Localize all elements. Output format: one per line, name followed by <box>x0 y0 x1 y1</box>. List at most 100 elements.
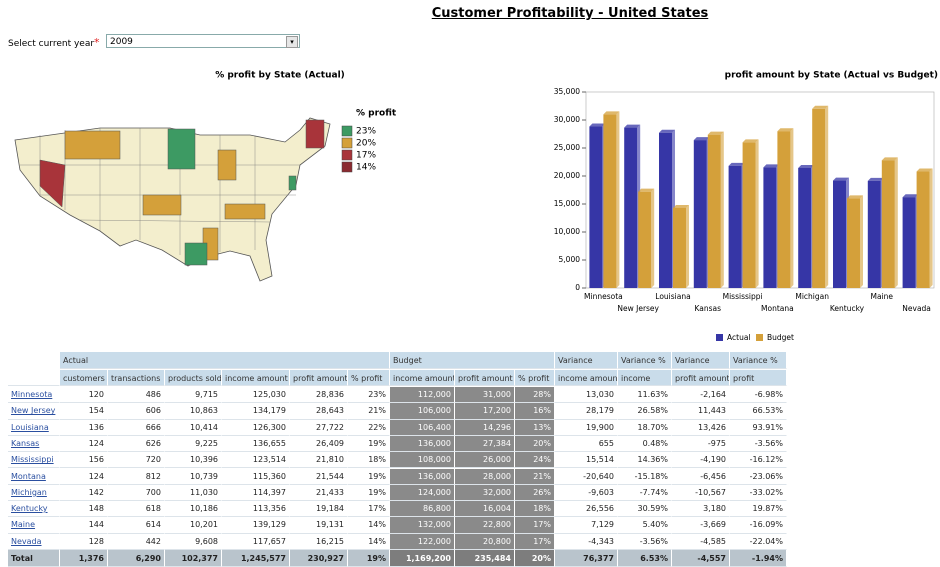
total-cell: 19% <box>348 550 390 567</box>
bar <box>624 127 638 288</box>
table-cell: 626 <box>108 435 165 453</box>
table-cell: 115,360 <box>222 468 290 485</box>
column-header: transactions <box>108 369 165 386</box>
bar-top <box>589 123 606 127</box>
group-header: Variance <box>672 352 730 369</box>
table-cell: 11,443 <box>672 403 730 420</box>
table-cell: -975 <box>672 435 730 453</box>
table-cell: 11,030 <box>165 484 222 502</box>
state-link[interactable]: New Jersey <box>8 403 60 420</box>
table-cell: 139,129 <box>222 517 290 534</box>
table-cell: 112,000 <box>390 387 455 404</box>
state-kentucky <box>224 203 266 220</box>
table-cell: 10,739 <box>165 468 222 485</box>
bar <box>638 191 652 288</box>
table-cell: 113,356 <box>222 501 290 518</box>
bar <box>589 126 603 288</box>
x-tick-label: Kentucky <box>830 304 865 313</box>
bar-side <box>790 128 794 288</box>
corner-cell <box>8 352 60 386</box>
table-cell: -3.56% <box>618 533 672 550</box>
state-michigan <box>217 149 237 181</box>
bar-side <box>825 105 829 288</box>
state-link[interactable]: Maine <box>8 517 60 534</box>
state-link[interactable]: Montana <box>8 468 60 485</box>
table-cell: -16.09% <box>730 517 787 534</box>
table-cell: 14.36% <box>618 452 672 469</box>
map-legend-swatch <box>341 161 353 173</box>
table-cell: 106,000 <box>390 403 455 420</box>
map-legend-label: 20% <box>356 139 376 149</box>
table-cell: 14% <box>348 533 390 550</box>
table-cell: 28,643 <box>290 403 348 420</box>
table-cell: -9,603 <box>555 484 618 502</box>
map-legend-label: 14% <box>356 163 376 173</box>
table-cell: -4,585 <box>672 533 730 550</box>
table-cell: 10,186 <box>165 501 222 518</box>
bar-top <box>673 204 689 208</box>
bar-side <box>651 188 655 288</box>
state-link[interactable]: Kansas <box>8 435 60 453</box>
bar-top <box>798 164 815 168</box>
state-link[interactable]: Mississippi <box>8 452 60 469</box>
table-cell: -2,164 <box>672 387 730 404</box>
table-cell: 17% <box>348 501 390 518</box>
table-cell: 124,000 <box>390 484 455 502</box>
y-tick-label: 5,000 <box>559 255 581 264</box>
x-tick-label: Minnesota <box>584 292 623 301</box>
table-cell: 20,800 <box>455 533 515 550</box>
bar-top <box>624 124 641 128</box>
bar <box>603 114 617 289</box>
bar-side <box>929 168 933 288</box>
column-header: profit amount <box>672 369 730 386</box>
bar-top <box>777 128 794 132</box>
table-cell: 442 <box>108 533 165 550</box>
x-tick-label: Kansas <box>695 304 722 313</box>
table-cell: -10,567 <box>672 484 730 502</box>
table-cell: 5.40% <box>618 517 672 534</box>
bar <box>728 165 742 288</box>
table-cell: 11.63% <box>618 387 672 404</box>
table-cell: 21% <box>348 403 390 420</box>
us-map <box>14 117 331 282</box>
y-tick-label: 10,000 <box>554 227 580 236</box>
table-cell: 142 <box>60 484 108 502</box>
state-maine <box>305 119 325 149</box>
table-cell: 124 <box>60 468 108 485</box>
state-montana <box>64 130 121 160</box>
state-link[interactable]: Minnesota <box>8 387 60 404</box>
table-cell: 0.48% <box>618 435 672 453</box>
table-cell: -7.74% <box>618 484 672 502</box>
column-header: income amount <box>222 369 290 386</box>
state-link[interactable]: Michigan <box>8 484 60 502</box>
table-cell: 14% <box>348 517 390 534</box>
year-select[interactable]: 2009 ▾ <box>106 34 300 48</box>
table-cell: 117,657 <box>222 533 290 550</box>
state-link[interactable]: Nevada <box>8 533 60 550</box>
table-cell: 19.87% <box>730 501 787 518</box>
table-cell: 9,608 <box>165 533 222 550</box>
map-legend-title: % profit <box>356 109 397 119</box>
bar <box>693 140 707 288</box>
table-cell: 126,300 <box>222 419 290 436</box>
table-cell: 7,129 <box>555 517 618 534</box>
state-link[interactable]: Kentucky <box>8 501 60 518</box>
bar <box>833 180 846 288</box>
bar <box>916 171 930 288</box>
state-link[interactable]: Louisiana <box>8 419 60 436</box>
bar-top <box>742 139 759 143</box>
bar-top <box>728 162 745 166</box>
x-tick-label: Nevada <box>902 304 931 313</box>
table-cell: -6.98% <box>730 387 787 404</box>
legend-label: Actual <box>727 333 751 342</box>
table-cell: 21,544 <box>290 468 348 485</box>
table-cell: 720 <box>108 452 165 469</box>
table-cell: 128 <box>60 533 108 550</box>
table-cell: 812 <box>108 468 165 485</box>
bar-top <box>847 195 863 199</box>
y-tick-label: 25,000 <box>554 143 580 152</box>
table-cell: -16.12% <box>730 452 787 469</box>
dropdown-arrow[interactable]: ▾ <box>286 36 298 48</box>
table-cell: 21% <box>515 468 555 485</box>
